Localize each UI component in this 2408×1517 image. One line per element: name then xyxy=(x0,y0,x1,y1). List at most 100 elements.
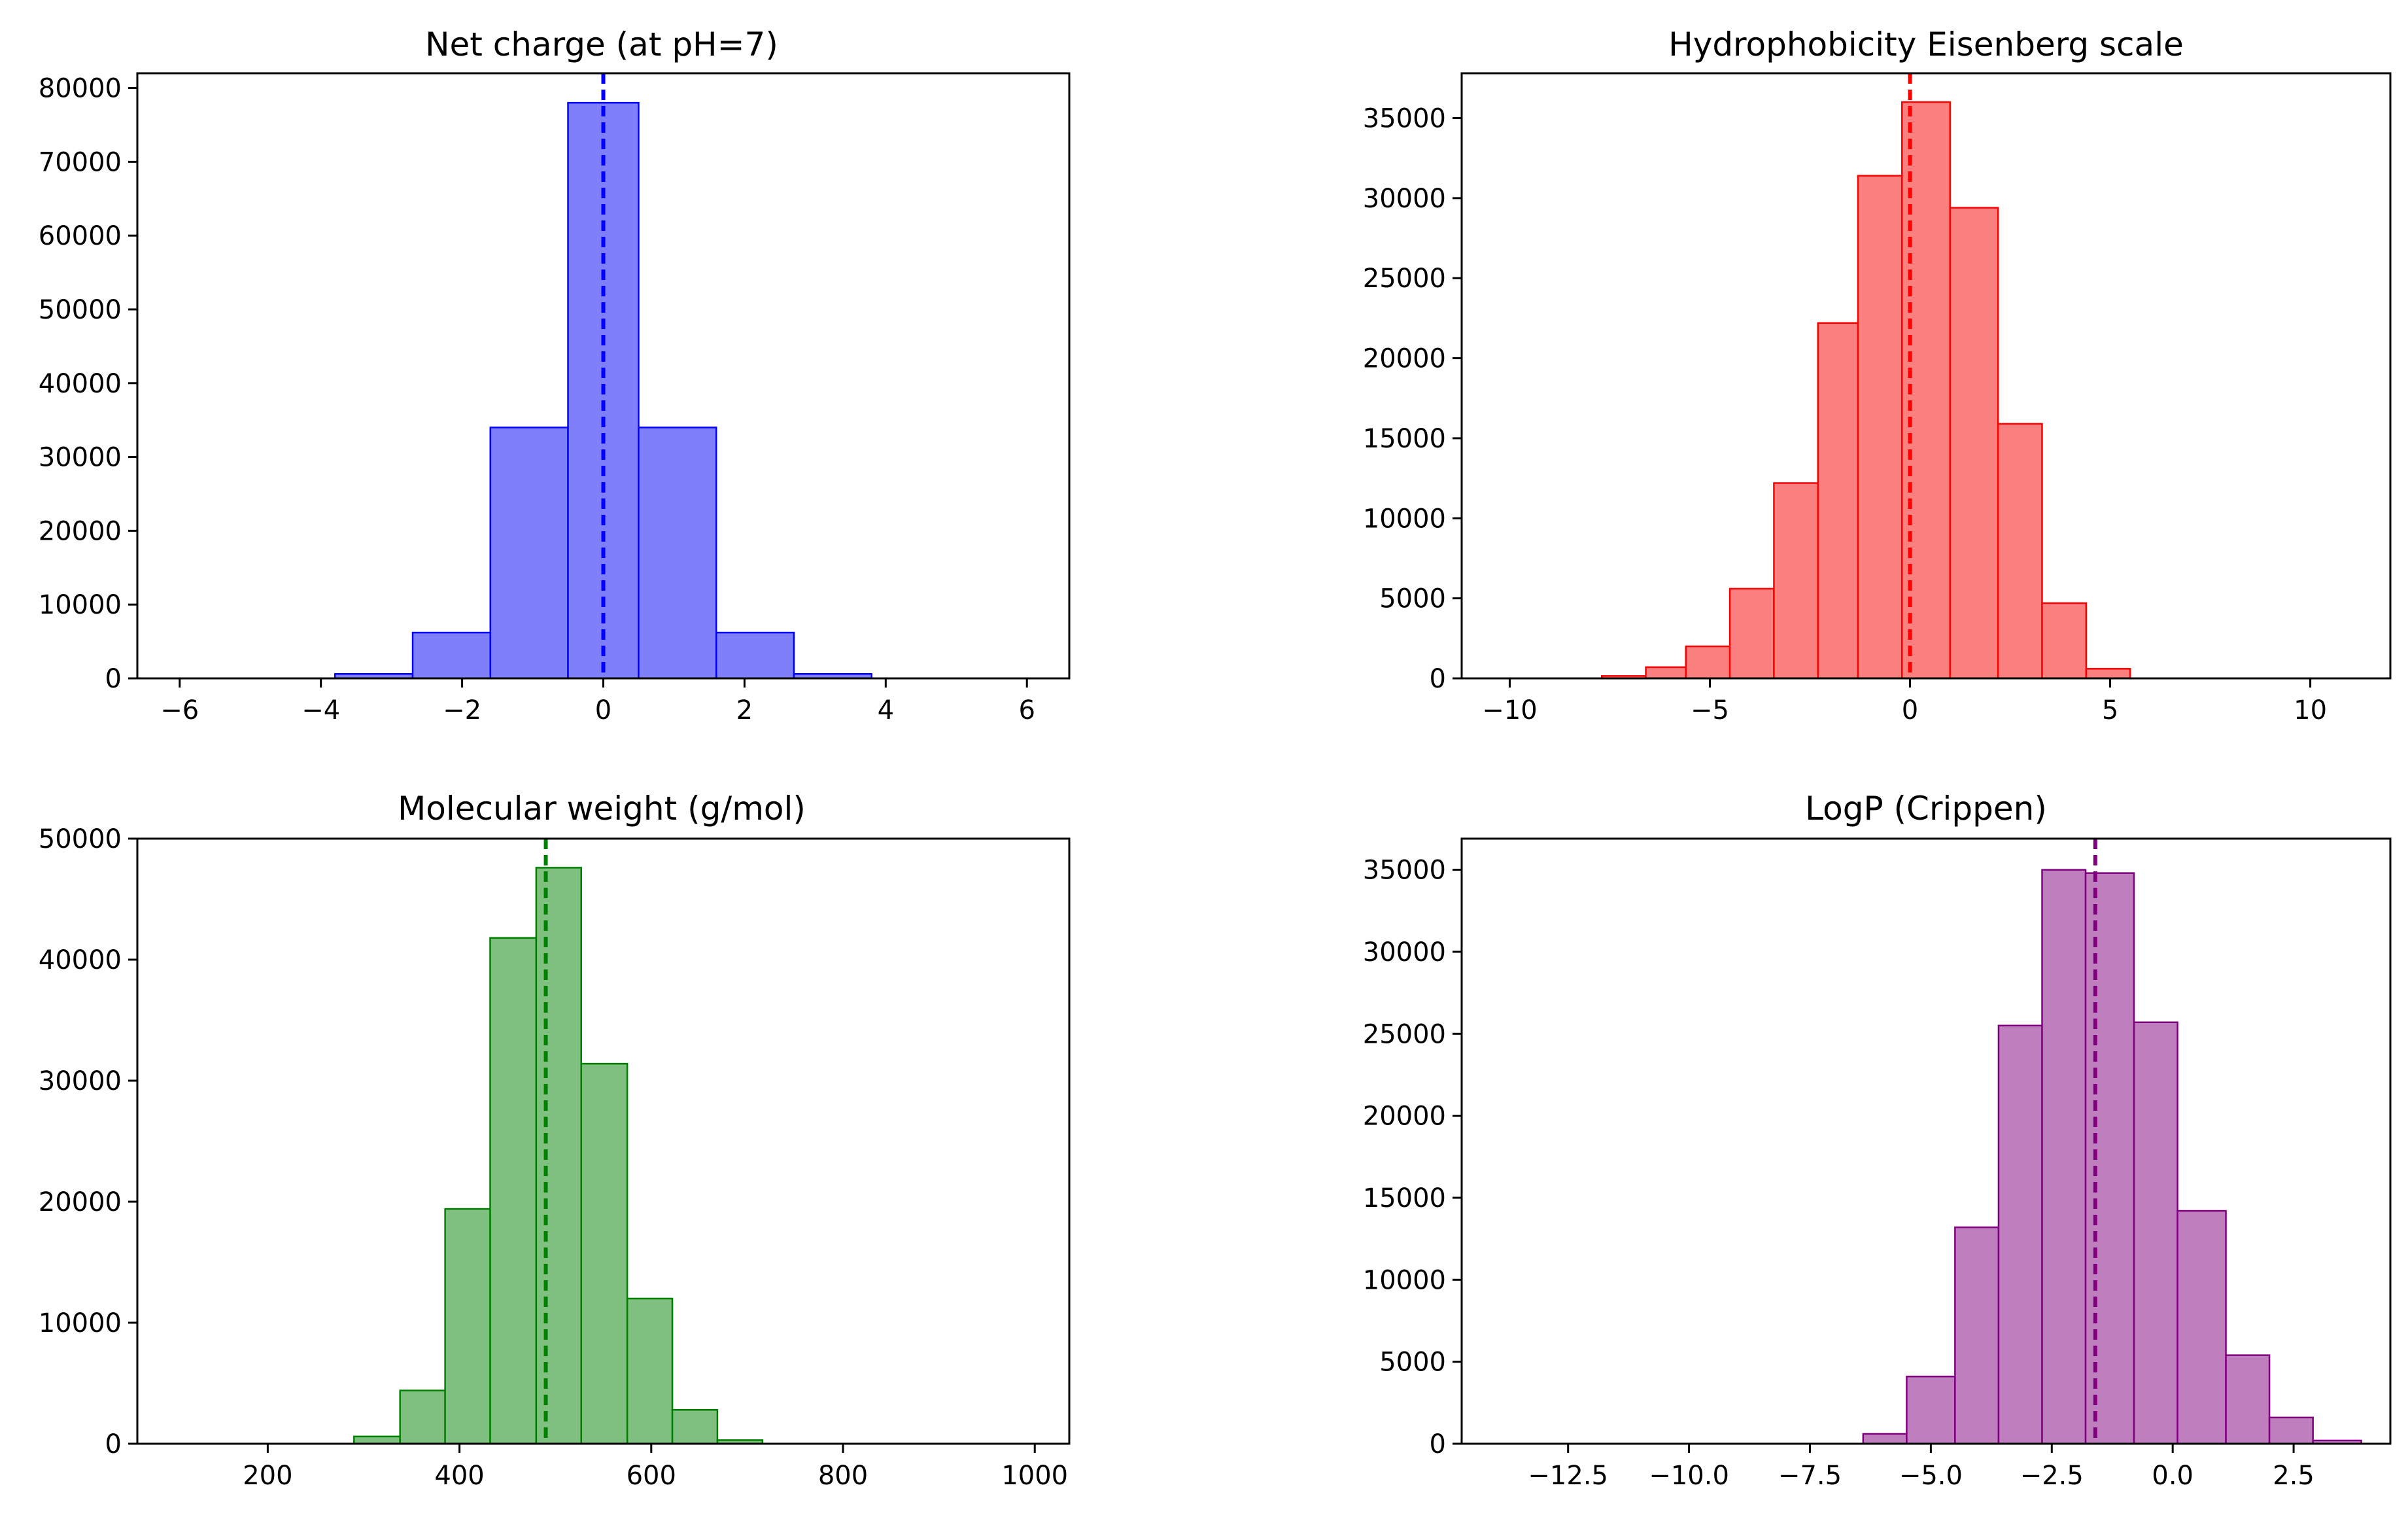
y-tick-label: 50000 xyxy=(39,295,122,325)
net-charge-histogram: Net charge (at pH=7) −6 −4 −2 0 2 4 6 0 10000 20… xyxy=(39,26,1071,725)
x-tick-label: 2 xyxy=(736,695,753,725)
y-tick-label: 10000 xyxy=(1363,1265,1446,1295)
chart-title: Net charge (at pH=7) xyxy=(425,26,778,63)
y-tick-label: 40000 xyxy=(39,945,122,975)
x-tick-label: 2.5 xyxy=(2273,1461,2314,1491)
x-tick-label: −4 xyxy=(301,695,340,725)
histogram-bar xyxy=(1862,1433,1908,1445)
chart-title: Molecular weight (g/mol) xyxy=(398,790,806,828)
histogram-bar xyxy=(1685,645,1731,680)
y-tick-label: 5000 xyxy=(1379,1348,1446,1378)
histogram-bar xyxy=(626,1297,674,1445)
histogram-bar xyxy=(1949,207,1999,680)
histogram-bar xyxy=(399,1389,446,1445)
x-tick-label: −2 xyxy=(443,695,481,725)
histogram-bar xyxy=(2225,1354,2271,1445)
histogram-bar xyxy=(489,937,538,1445)
y-tick-label: 0 xyxy=(105,664,122,694)
x-tick-label: 0 xyxy=(595,695,611,725)
x-tick-label: −5 xyxy=(1691,695,1729,725)
x-tick-label: 0.0 xyxy=(2152,1461,2193,1491)
histogram-bar xyxy=(2041,602,2088,680)
y-tick-label: 20000 xyxy=(1363,344,1446,374)
x-tick-label: 600 xyxy=(627,1461,676,1491)
x-tick-label: 4 xyxy=(878,695,894,725)
x-tick-label: −5.0 xyxy=(1899,1461,1963,1491)
histogram-bar xyxy=(489,427,569,680)
chart-title: Hydrophobicity Eisenberg scale xyxy=(1668,26,2184,63)
histogram-bar xyxy=(1729,587,1775,680)
y-tick-label: 10000 xyxy=(39,590,122,620)
plot-frame xyxy=(1460,72,2392,680)
histogram-bar xyxy=(580,1062,628,1445)
histogram-bar xyxy=(2133,1021,2178,1445)
y-tick-label: 10000 xyxy=(39,1308,122,1338)
histogram-bar xyxy=(1773,482,1819,680)
y-tick-label: 30000 xyxy=(39,443,122,473)
y-tick-label: 50000 xyxy=(39,824,122,854)
y-tick-label: 20000 xyxy=(1363,1102,1446,1132)
y-tick-label: 10000 xyxy=(1363,504,1446,534)
x-tick-label: 1000 xyxy=(1001,1461,1068,1491)
y-tick-label: 0 xyxy=(1430,1429,1446,1459)
histogram-bar xyxy=(1997,423,2043,680)
histogram-bar xyxy=(2268,1416,2314,1445)
chart-title: LogP (Crippen) xyxy=(1805,790,2047,828)
x-tick-label: 0 xyxy=(1902,695,1918,725)
x-tick-label: 800 xyxy=(818,1461,868,1491)
histogram-bar xyxy=(2084,872,2135,1445)
y-tick-label: 30000 xyxy=(1363,184,1446,214)
histogram-bar xyxy=(1857,175,1903,680)
plot-frame xyxy=(1460,837,2392,1445)
x-tick-label: 5 xyxy=(2102,695,2118,725)
y-tick-label: 25000 xyxy=(1363,1019,1446,1049)
x-tick-label: −12.5 xyxy=(1528,1461,1608,1491)
x-tick-label: −6 xyxy=(160,695,199,725)
histogram-bar xyxy=(1997,1024,2043,1445)
y-tick-label: 15000 xyxy=(1363,1183,1446,1213)
logp-histogram: LogP (Crippen) −12.5 −10.0 −7.5 −5.0 −2.5 0.0… xyxy=(1363,790,2392,1491)
histogram-bar xyxy=(2085,668,2131,680)
x-tick-label: 6 xyxy=(1019,695,1035,725)
histogram-bar xyxy=(638,427,717,680)
molecular-weight-histogram: Molecular weight (g/mol) 200 400 600 800 100… xyxy=(39,790,1071,1491)
y-tick-label: 15000 xyxy=(1363,424,1446,454)
x-tick-label: −2.5 xyxy=(2020,1461,2084,1491)
x-tick-label: 400 xyxy=(434,1461,484,1491)
plot-frame xyxy=(136,837,1071,1445)
hydrophobicity-histogram: Hydrophobicity Eisenberg scale −10 −5 0 5 10… xyxy=(1363,26,2392,725)
histogram-bar xyxy=(1954,1226,2000,1445)
y-tick-label: 5000 xyxy=(1379,584,1446,614)
y-tick-label: 80000 xyxy=(39,74,122,104)
y-tick-label: 35000 xyxy=(1363,856,1446,886)
y-tick-label: 35000 xyxy=(1363,104,1446,134)
y-tick-label: 70000 xyxy=(39,147,122,177)
histogram-bar xyxy=(1817,322,1859,680)
x-tick-label: −7.5 xyxy=(1778,1461,1842,1491)
histogram-bar xyxy=(1906,1375,1956,1445)
histogram-bar xyxy=(444,1208,491,1445)
histogram-bar xyxy=(671,1408,719,1445)
x-tick-label: 10 xyxy=(2294,695,2327,725)
x-tick-label: 200 xyxy=(243,1461,292,1491)
histogram-bar xyxy=(353,1435,401,1445)
y-tick-label: 60000 xyxy=(39,221,122,251)
y-tick-label: 40000 xyxy=(39,369,122,399)
x-tick-label: −10.0 xyxy=(1649,1461,1729,1491)
y-tick-label: 0 xyxy=(105,1429,122,1459)
histogram-bar xyxy=(2041,869,2087,1445)
histogram-bar xyxy=(1645,666,1687,680)
histogram-bar xyxy=(411,631,492,680)
y-tick-label: 20000 xyxy=(39,516,122,546)
y-tick-label: 25000 xyxy=(1363,264,1446,294)
y-tick-label: 30000 xyxy=(1363,937,1446,968)
plot-frame xyxy=(136,72,1071,680)
y-tick-label: 0 xyxy=(1430,664,1446,694)
x-tick-label: −10 xyxy=(1482,695,1537,725)
histogram-bar xyxy=(715,631,795,680)
histogram-bar xyxy=(535,867,583,1445)
y-tick-label: 30000 xyxy=(39,1066,122,1096)
y-tick-label: 20000 xyxy=(39,1187,122,1217)
histogram-bar xyxy=(2176,1210,2227,1445)
